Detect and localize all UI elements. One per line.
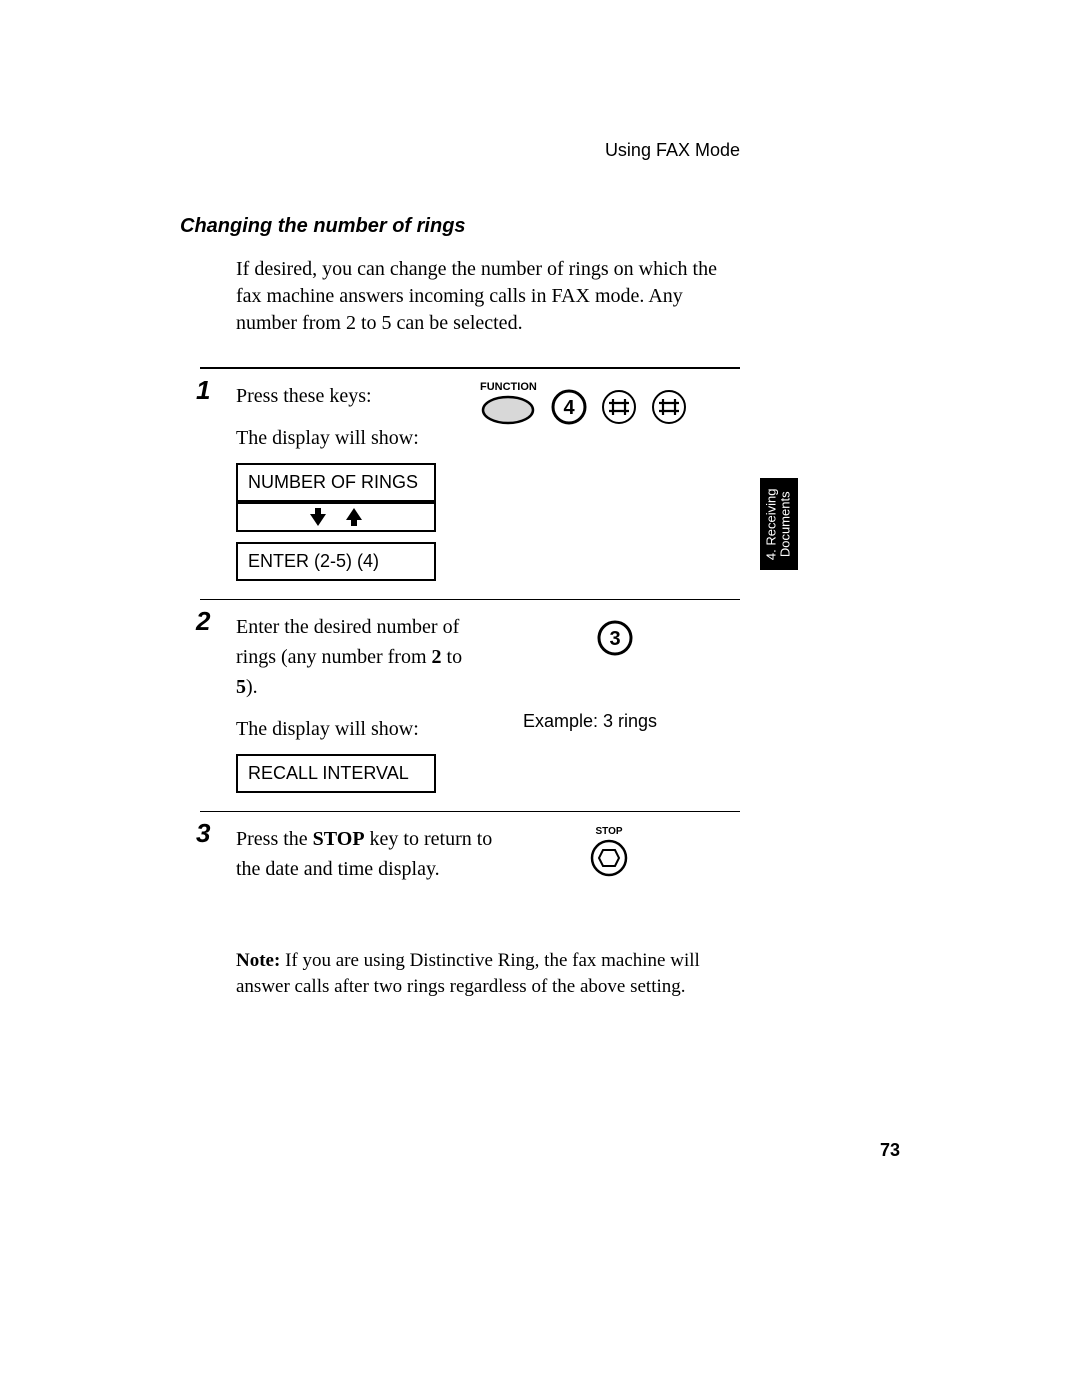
page-number: 73 bbox=[880, 1140, 900, 1161]
note-text: If you are using Distinctive Ring, the f… bbox=[236, 950, 700, 997]
t: Enter the desired number of rings (any n… bbox=[236, 616, 459, 668]
key-3-icon: 3 bbox=[597, 620, 633, 656]
t: Press the bbox=[236, 828, 313, 850]
stop-button-icon bbox=[590, 839, 628, 877]
step-number: 2 bbox=[196, 606, 210, 637]
example-caption: Example: 3 rings bbox=[520, 711, 660, 732]
t: ). bbox=[246, 676, 258, 698]
t: 2 bbox=[432, 646, 442, 668]
display-box: RECALL INTERVAL bbox=[236, 754, 436, 793]
page-header: Using FAX Mode bbox=[605, 140, 740, 161]
step-number: 3 bbox=[196, 818, 210, 849]
chapter-tab-text: 4. Receiving Documents bbox=[765, 488, 794, 560]
t: 5 bbox=[236, 676, 246, 698]
intro-paragraph: If desired, you can change the number of… bbox=[236, 256, 740, 337]
tab-line1: 4. Receiving bbox=[764, 488, 779, 560]
display-box: ENTER (2-5) (4) bbox=[236, 542, 436, 581]
section-title: Changing the number of rings bbox=[180, 215, 740, 238]
stop-label: STOP bbox=[595, 826, 622, 837]
function-label: FUNCTION bbox=[480, 381, 537, 393]
step-1: 1 Press these keys: The display will sho… bbox=[200, 369, 740, 599]
tab-line2: Documents bbox=[778, 491, 793, 557]
hash-key-icon bbox=[651, 389, 687, 425]
chapter-tab: 4. Receiving Documents bbox=[760, 478, 798, 570]
function-key: FUNCTION bbox=[480, 381, 537, 425]
svg-text:3: 3 bbox=[609, 628, 620, 650]
function-button-icon bbox=[481, 395, 535, 425]
step-3-text: Press the STOP key to return to the date… bbox=[236, 812, 506, 884]
page-content: Using FAX Mode Changing the number of ri… bbox=[180, 140, 740, 999]
step-2: 2 Enter the desired number of rings (any… bbox=[200, 600, 740, 811]
up-arrow-icon bbox=[346, 508, 362, 526]
down-arrow-icon bbox=[310, 508, 326, 526]
note-label: Note: bbox=[236, 950, 280, 971]
t: to bbox=[442, 646, 463, 668]
t: STOP bbox=[313, 828, 365, 850]
step-3-keys: STOP bbox=[480, 824, 628, 877]
step-2-keys: 3 Example: 3 rings bbox=[570, 620, 660, 732]
hash-key-icon bbox=[601, 389, 637, 425]
step-number: 1 bbox=[196, 375, 210, 406]
note-paragraph: Note: If you are using Distinctive Ring,… bbox=[236, 948, 740, 999]
display-box: NUMBER OF RINGS bbox=[236, 463, 436, 502]
step-2-text: Enter the desired number of rings (any n… bbox=[236, 600, 486, 793]
display-arrows bbox=[236, 502, 436, 532]
step-1-line2: The display will show: bbox=[236, 423, 740, 453]
step-1-keys: FUNCTION 4 bbox=[480, 381, 687, 425]
step-3: 3 Press the STOP key to return to the da… bbox=[200, 812, 740, 888]
step-2-line2: The display will show: bbox=[236, 714, 486, 744]
svg-text:4: 4 bbox=[563, 397, 575, 419]
key-4-icon: 4 bbox=[551, 389, 587, 425]
